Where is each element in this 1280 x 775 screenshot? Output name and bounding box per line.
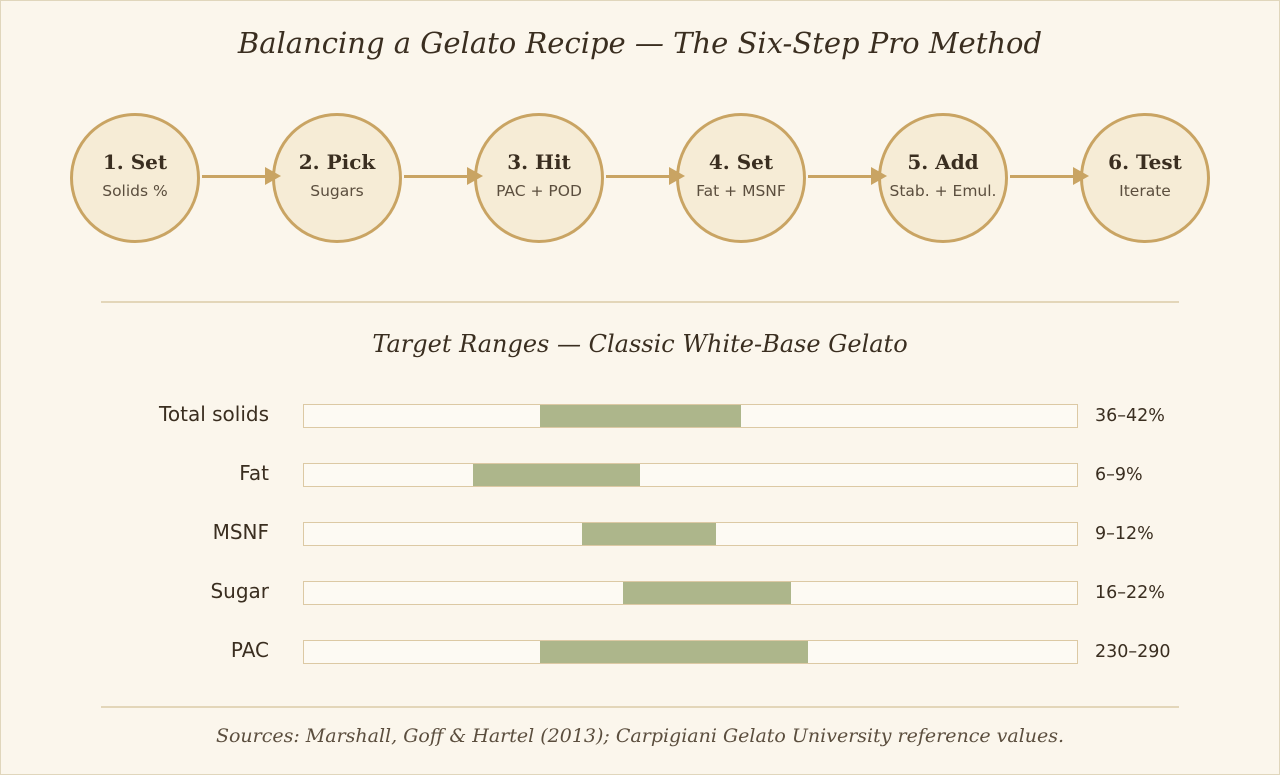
arrow-connector-4 bbox=[808, 167, 887, 185]
diagram-title: Balancing a Gelato Recipe — The Six-Step… bbox=[237, 26, 1043, 60]
step-1-sublabel: Solids % bbox=[102, 182, 168, 200]
arrow-connector-2 bbox=[404, 167, 483, 185]
range-label: Total solids bbox=[159, 402, 269, 426]
range-row-pac: PAC 230–290 bbox=[0, 638, 1280, 666]
step-6-circle: 6. Test Iterate bbox=[1080, 113, 1210, 243]
step-4-label: 4. Set bbox=[708, 150, 774, 174]
range-label: Sugar bbox=[210, 579, 269, 603]
step-5-label: 5. Add bbox=[907, 150, 979, 174]
step-4-circle: 4. Set Fat + MSNF bbox=[676, 113, 806, 243]
step-5-circle: 5. Add Stab. + Emul. bbox=[878, 113, 1008, 243]
range-label: PAC bbox=[230, 638, 269, 662]
divider-top bbox=[101, 301, 1179, 303]
range-label: MSNF bbox=[212, 520, 269, 544]
range-fill bbox=[623, 582, 791, 604]
step-5-sublabel: Stab. + Emul. bbox=[889, 182, 997, 200]
range-value: 230–290 bbox=[1095, 642, 1171, 662]
arrow-connector-1 bbox=[202, 167, 281, 185]
step-2-circle: 2. Pick Sugars bbox=[272, 113, 402, 243]
divider-bottom bbox=[101, 706, 1179, 708]
step-4-sublabel: Fat + MSNF bbox=[696, 182, 786, 200]
step-6-label: 6. Test bbox=[1108, 150, 1182, 174]
range-row-total-solids: Total solids 36–42% bbox=[0, 402, 1280, 430]
step-1-label: 1. Set bbox=[102, 150, 168, 174]
range-fill bbox=[539, 405, 741, 427]
range-value: 9–12% bbox=[1095, 524, 1154, 544]
range-fill bbox=[472, 464, 641, 486]
range-fill bbox=[539, 641, 808, 663]
range-row-sugar: Sugar 16–22% bbox=[0, 579, 1280, 607]
range-track bbox=[303, 463, 1078, 487]
range-track bbox=[303, 581, 1078, 605]
arrow-connector-3 bbox=[606, 167, 685, 185]
range-fill bbox=[581, 523, 716, 545]
step-2-label: 2. Pick bbox=[298, 150, 376, 174]
range-track bbox=[303, 640, 1078, 664]
range-track bbox=[303, 404, 1078, 428]
step-3-label: 3. Hit bbox=[507, 150, 571, 174]
step-1-circle: 1. Set Solids % bbox=[70, 113, 200, 243]
range-track bbox=[303, 522, 1078, 546]
range-value: 16–22% bbox=[1095, 583, 1165, 603]
sources-note: Sources: Marshall, Goff & Hartel (2013);… bbox=[215, 725, 1065, 747]
arrow-connector-5 bbox=[1010, 167, 1089, 185]
range-value: 36–42% bbox=[1095, 406, 1165, 426]
range-row-fat: Fat 6–9% bbox=[0, 461, 1280, 489]
step-6-sublabel: Iterate bbox=[1119, 182, 1171, 200]
range-label: Fat bbox=[239, 461, 269, 485]
range-row-msnf: MSNF 9–12% bbox=[0, 520, 1280, 548]
ranges-title: Target Ranges — Classic White-Base Gelat… bbox=[372, 330, 908, 358]
range-value: 6–9% bbox=[1095, 465, 1143, 485]
step-3-sublabel: PAC + POD bbox=[496, 182, 582, 200]
step-2-sublabel: Sugars bbox=[310, 182, 364, 200]
step-3-circle: 3. Hit PAC + POD bbox=[474, 113, 604, 243]
